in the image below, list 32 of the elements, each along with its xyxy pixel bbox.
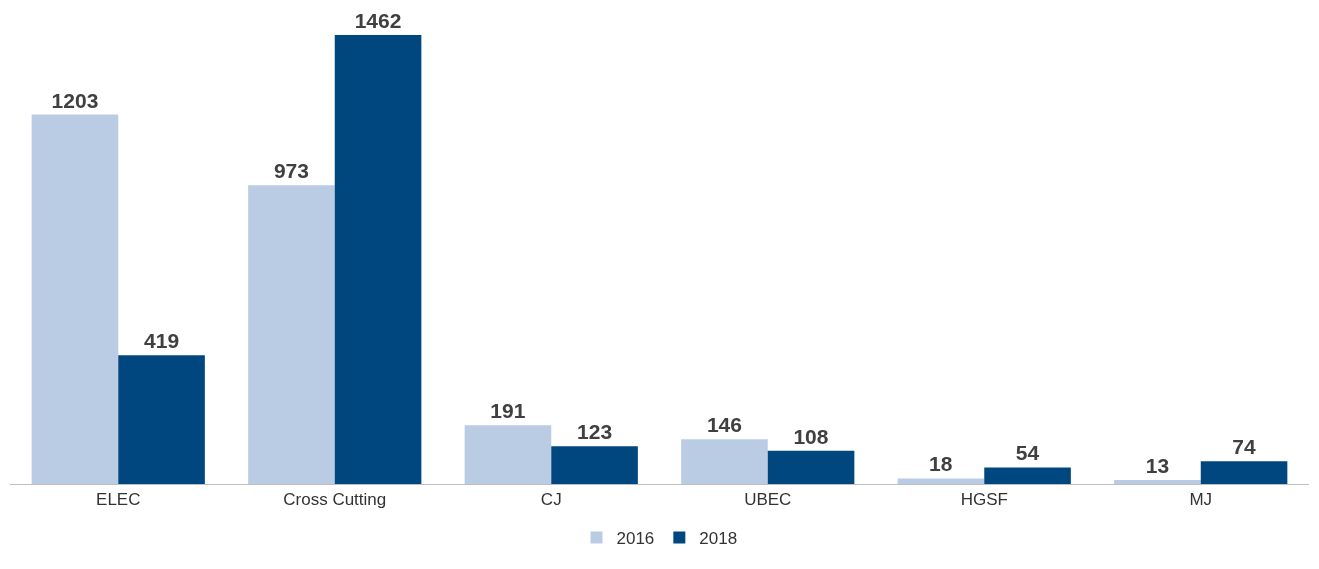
data-label: 123 bbox=[577, 420, 613, 444]
data-label: 54 bbox=[1015, 441, 1040, 465]
bar bbox=[1114, 480, 1201, 484]
legend-label: 2016 bbox=[616, 529, 655, 549]
bar bbox=[31, 114, 119, 484]
bar bbox=[1200, 461, 1288, 484]
bar bbox=[248, 185, 335, 484]
x-tick-label: ELEC bbox=[96, 490, 141, 510]
data-label: 1462 bbox=[354, 9, 402, 32]
legend-label: 2018 bbox=[699, 529, 738, 549]
bar bbox=[767, 450, 855, 484]
bar bbox=[334, 35, 422, 484]
x-tick-label: HGSF bbox=[960, 490, 1008, 510]
data-label: 13 bbox=[1145, 454, 1170, 478]
x-tick-label: MJ bbox=[1189, 490, 1213, 510]
bar bbox=[118, 355, 205, 484]
bar bbox=[681, 439, 768, 484]
bar bbox=[551, 446, 638, 484]
data-label: 973 bbox=[273, 159, 309, 183]
data-label: 18 bbox=[929, 452, 953, 476]
x-tick-label: CJ bbox=[540, 490, 562, 510]
x-tick-label: UBEC bbox=[744, 490, 792, 510]
x-tick-label: Cross Cutting bbox=[283, 490, 387, 510]
data-label: 419 bbox=[144, 329, 180, 353]
data-label: 74 bbox=[1232, 435, 1256, 459]
data-label: 108 bbox=[793, 424, 829, 448]
data-label: 1203 bbox=[51, 88, 99, 112]
bar bbox=[464, 425, 552, 484]
bar bbox=[897, 478, 985, 484]
data-label: 191 bbox=[490, 399, 526, 423]
bar bbox=[984, 467, 1071, 484]
data-label: 146 bbox=[706, 413, 742, 437]
